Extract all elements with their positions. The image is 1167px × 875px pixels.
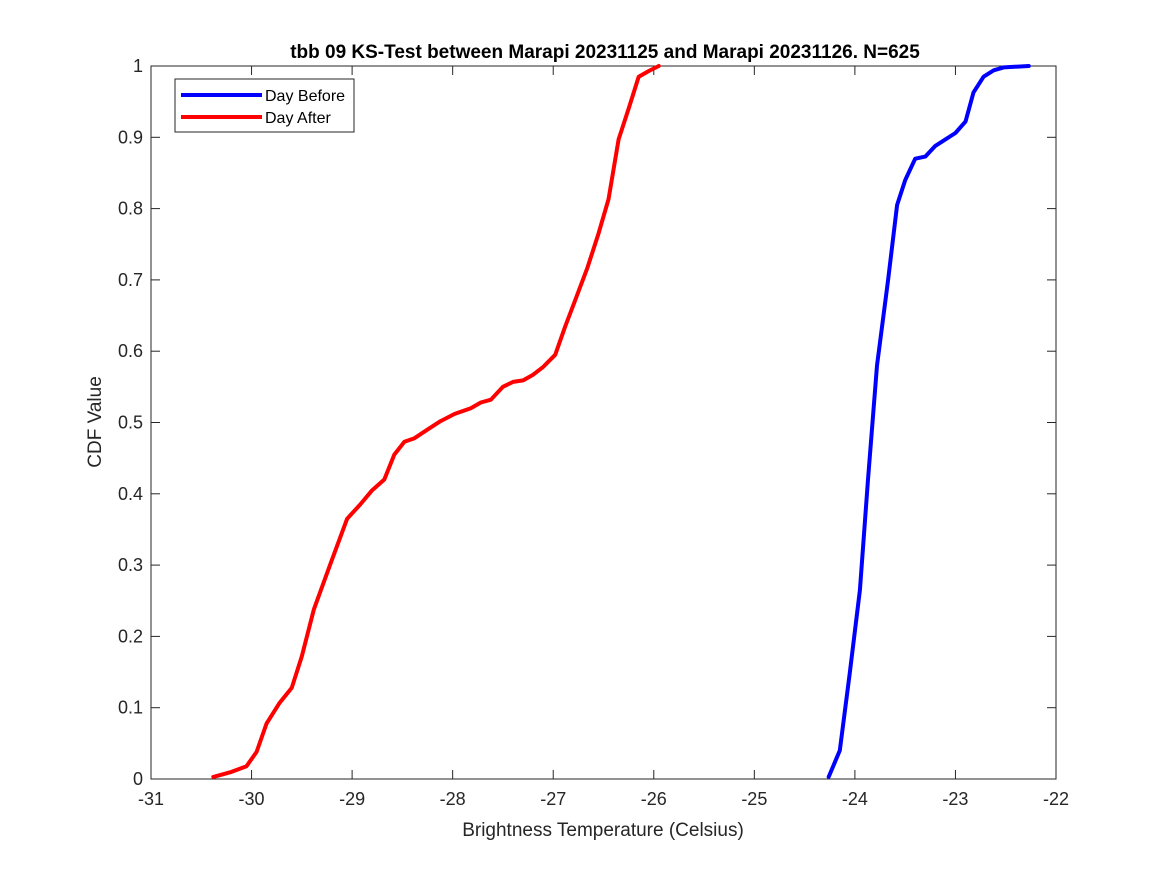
legend-box [174, 78, 355, 133]
x-axis-label: Brightness Temperature (Celsius) [462, 820, 744, 841]
y-tick-label: 0.3 [118, 555, 143, 575]
y-tick-label: 0.1 [118, 698, 143, 718]
x-tick-label: -25 [741, 789, 767, 809]
x-tick-label: -29 [339, 789, 365, 809]
x-tick-label: -31 [138, 789, 164, 809]
legend-label-day-before: Day Before [265, 88, 345, 105]
legend-label-day-after: Day After [265, 110, 331, 127]
x-tick-label: -23 [942, 789, 968, 809]
plot-area: -31 -30 -29 -28 -27 -26 -25 -24 -23 -22 0 0.1 0.2 0.3… [118, 56, 1069, 809]
x-tick-label: -28 [440, 789, 466, 809]
series-line-day-before [826, 64, 1031, 779]
ticks: -31 -30 -29 -28 -27 -26 -25 -24 -23 -22 0 0.1 0.2 0.3… [118, 56, 1069, 809]
x-tick-label: -30 [239, 789, 265, 809]
legend: Day Before Day After [174, 78, 355, 133]
x-tick-label: -27 [540, 789, 566, 809]
x-tick-label: -22 [1043, 789, 1069, 809]
y-tick-label: 0.5 [118, 413, 143, 433]
y-tick-label: 0.9 [118, 127, 143, 147]
y-tick-label: 1 [133, 56, 143, 76]
y-tick-label: 0 [133, 769, 143, 789]
y-axis-label: CDF Value [85, 376, 106, 468]
y-tick-label: 0.2 [118, 626, 143, 646]
series-line-day-after [211, 64, 661, 779]
y-tick-label: 0.8 [118, 199, 143, 219]
x-tick-label: -26 [641, 789, 667, 809]
axes-box [150, 65, 1057, 780]
x-tick-label: -24 [842, 789, 868, 809]
chart-title: tbb 09 KS-Test between Marapi 20231125 a… [290, 42, 920, 63]
y-tick-label: 0.7 [118, 270, 143, 290]
series-layer [211, 64, 1031, 779]
y-tick-label: 0.4 [118, 484, 143, 504]
y-tick-label: 0.6 [118, 341, 143, 361]
